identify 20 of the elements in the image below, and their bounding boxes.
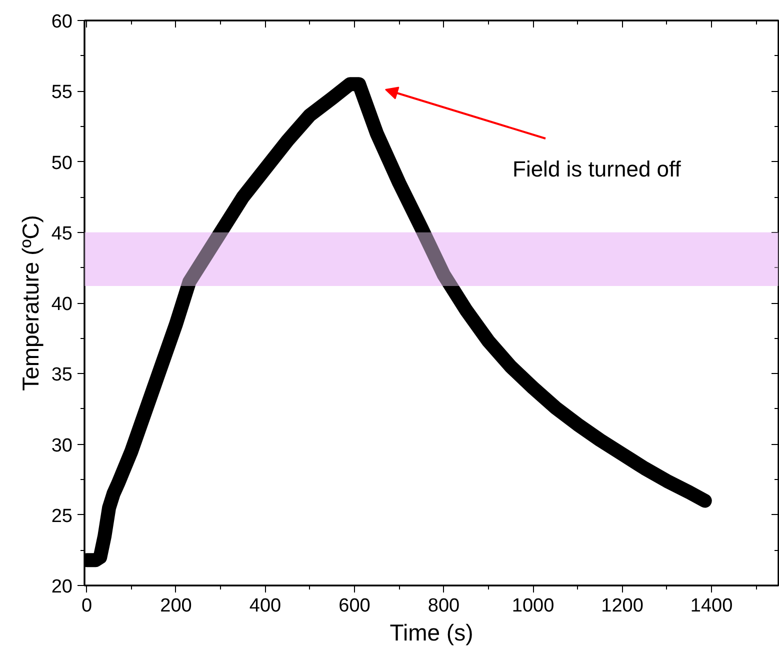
y-tick-label: 40 (51, 294, 73, 315)
y-axis-title: Temperature (ºC) (17, 215, 44, 391)
y-tick-label: 30 (51, 435, 73, 456)
y-tick-label: 50 (51, 152, 73, 174)
y-tick-label: 20 (51, 576, 73, 598)
x-tick-label: 1400 (690, 596, 733, 616)
y-tick-label: 60 (51, 12, 73, 32)
annotation: Field is turned off (512, 156, 682, 182)
x-axis-title: Time (s) (390, 620, 474, 646)
y-tick-label: 25 (51, 506, 73, 527)
y-tick-label: 35 (51, 364, 73, 386)
x-tick-label: 1200 (601, 596, 644, 616)
y-tick-label: 55 (51, 82, 73, 104)
x-tick-label: 0 (81, 596, 92, 616)
x-tick-label: 800 (428, 596, 460, 616)
x-tick-label: 400 (249, 596, 282, 616)
y-tick-label: 45 (51, 223, 73, 244)
x-tick-label: 200 (160, 596, 192, 616)
x-tick-label: 600 (338, 596, 370, 616)
x-tick-label: 1000 (512, 596, 554, 616)
